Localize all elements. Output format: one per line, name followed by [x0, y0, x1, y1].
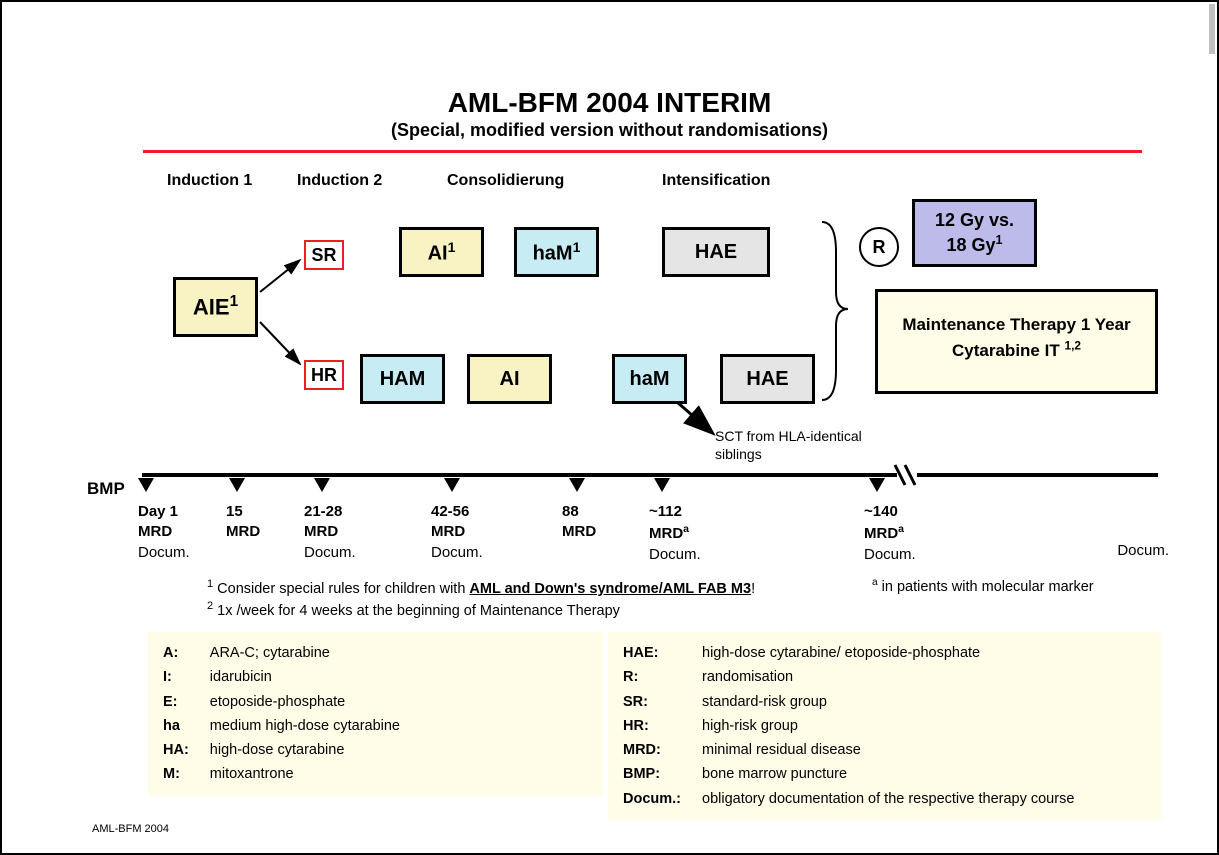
- box-maintenance: Maintenance Therapy 1 Year Cytarabine IT…: [875, 289, 1158, 394]
- docum-right: Docum.: [1117, 542, 1169, 559]
- document-page: AML-BFM 2004 INTERIM (Special, modified …: [0, 0, 1219, 855]
- box-hae-top: HAE: [662, 227, 770, 277]
- box-ham-sm-bottom: haM: [612, 354, 687, 404]
- page-title: AML-BFM 2004 INTERIM: [2, 87, 1217, 119]
- footnote-2: 2 1x /week for 4 weeks at the beginning …: [207, 599, 1157, 621]
- phase-induction1: Induction 1: [167, 172, 252, 190]
- legend-row: E:etoposide-phosphate: [162, 691, 401, 713]
- legend-row: MRD:minimal residual disease: [622, 739, 1075, 761]
- box-ham-top: haM1: [514, 227, 599, 277]
- box-aie: AIE1: [173, 277, 258, 337]
- footnote-a: a in patients with molecular marker: [872, 577, 1094, 595]
- legend-right: HAE:high-dose cytarabine/ etoposide-phos…: [608, 632, 1161, 820]
- legend-row: HAE:high-dose cytarabine/ etoposide-phos…: [622, 642, 1075, 664]
- legend-row: SR:standard-risk group: [622, 691, 1075, 713]
- legend-row: M:mitoxantrone: [162, 763, 401, 785]
- page-subtitle: (Special, modified version without rando…: [2, 120, 1217, 141]
- legend-left: A:ARA-C; cytarabineI:idarubicin E:etoposi…: [148, 632, 603, 796]
- bmp-label: BMP: [87, 479, 125, 499]
- box-sr: SR: [304, 240, 344, 270]
- title-rule: [143, 150, 1142, 153]
- legend-row: A:ARA-C; cytarabine: [162, 642, 401, 664]
- box-ai-top: AI1: [399, 227, 484, 277]
- timeline-item: Day 1MRDDocum.: [138, 502, 190, 563]
- legend-row: Docum.:obligatory documentation of the r…: [622, 788, 1075, 810]
- timeline-item: 15MRD: [226, 502, 260, 543]
- legend-row: HR:high-risk group: [622, 715, 1075, 737]
- sct-note: SCT from HLA-identicalsiblings: [715, 427, 862, 463]
- timeline-item: 88MRD: [562, 502, 596, 543]
- box-hae-bottom: HAE: [720, 354, 815, 404]
- timeline-item: 42-56MRDDocum.: [431, 502, 483, 563]
- legend-row: R:randomisation: [622, 666, 1075, 688]
- legend-row: hamedium high-dose cytarabine: [162, 715, 401, 737]
- box-gy: 12 Gy vs.18 Gy1: [912, 199, 1037, 267]
- phase-consolidation: Consolidierung: [447, 172, 564, 190]
- timeline-item: ~112MRDaDocum.: [649, 502, 701, 565]
- box-ai-bottom: AI: [467, 354, 552, 404]
- timeline-item: 21-28MRDDocum.: [304, 502, 356, 563]
- timeline-item: ~140MRDaDocum.: [864, 502, 916, 565]
- phase-intensification: Intensification: [662, 172, 770, 190]
- r-circle: R: [859, 227, 899, 267]
- scrollbar[interactable]: [1209, 4, 1215, 54]
- legend-row: HA:high-dose cytarabine: [162, 739, 401, 761]
- box-hr: HR: [304, 360, 344, 390]
- legend-row: I:idarubicin: [162, 666, 401, 688]
- footer-code: AML-BFM 2004: [92, 823, 169, 835]
- legend-row: BMP:bone marrow puncture: [622, 763, 1075, 785]
- phase-induction2: Induction 2: [297, 172, 382, 190]
- box-ham-bottom: HAM: [360, 354, 445, 404]
